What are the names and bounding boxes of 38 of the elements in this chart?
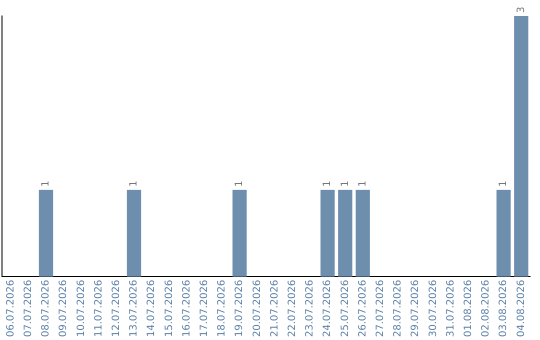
data-label: 1 [40, 180, 52, 187]
x-tick-label: 11.07.2026 [93, 280, 104, 338]
data-label: 1 [340, 180, 351, 187]
x-tick-label: 20.07.2026 [252, 280, 263, 338]
x-tick-label: 15.07.2026 [164, 280, 175, 338]
data-label: 3 [516, 6, 527, 13]
x-tick-label: 02.08.2026 [480, 280, 492, 338]
x-tick-label: 31.07.2026 [445, 280, 456, 338]
data-label: 1 [322, 180, 334, 187]
x-tick-label: 26.07.2026 [357, 280, 368, 338]
x-tick-label: 21.07.2026 [269, 280, 280, 338]
x-tick-label: 24.07.2026 [322, 280, 334, 338]
data-label: 1 [128, 180, 140, 187]
data-label: 1 [234, 180, 246, 187]
data-label: 1 [498, 180, 510, 187]
x-tick-label: 28.07.2026 [392, 280, 404, 338]
x-tick-label: 13.07.2026 [128, 280, 140, 338]
x-tick-label: 16.07.2026 [181, 280, 192, 338]
x-tick-label: 01.08.2026 [462, 280, 474, 338]
x-tick-label: 06.07.2026 [5, 280, 16, 338]
x-tick-label: 30.07.2026 [428, 280, 439, 338]
x-tick-label: 10.07.2026 [76, 280, 87, 338]
x-tick-label: 03.08.2026 [498, 280, 510, 338]
x-tick-label: 17.07.2026 [198, 280, 210, 338]
x-tick-label: 27.07.2026 [374, 280, 386, 338]
x-tick-label: 04.08.2026 [516, 280, 527, 338]
x-tick-label: 23.07.2026 [304, 280, 316, 338]
x-tick-label: 22.07.2026 [286, 280, 298, 338]
x-tick-label: 09.07.2026 [58, 280, 70, 338]
x-tick-label: 19.07.2026 [234, 280, 246, 338]
x-tick-label: 29.07.2026 [410, 280, 422, 338]
x-tick-label: 14.07.2026 [146, 280, 158, 338]
data-label: 1 [357, 180, 368, 187]
x-tick-label: 12.07.2026 [110, 280, 122, 338]
x-tick-label: 07.07.2026 [22, 280, 34, 338]
x-tick-label: 18.07.2026 [216, 280, 228, 338]
x-tick-label: 25.07.2026 [340, 280, 351, 338]
x-tick-label: 08.07.2026 [40, 280, 52, 338]
